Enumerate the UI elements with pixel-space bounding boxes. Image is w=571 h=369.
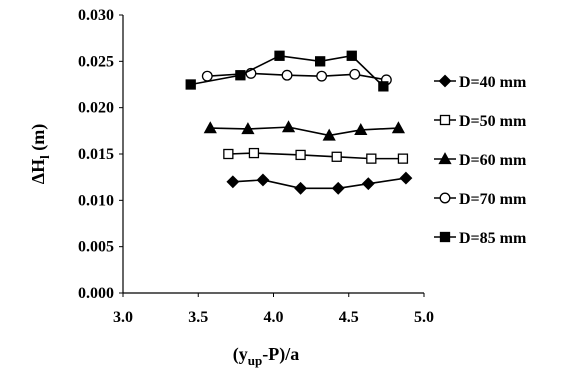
legend-marker: [439, 114, 451, 126]
data-point: [316, 70, 328, 82]
legend-label: D=40 mm: [459, 74, 527, 91]
data-point: [248, 147, 260, 159]
legend-marker: [438, 74, 452, 88]
data-point: [235, 70, 246, 81]
data-point: [295, 149, 306, 161]
data-point: [241, 122, 255, 135]
legend-item: D=70 mm: [434, 191, 527, 208]
legend-item: D=85 mm: [434, 230, 527, 247]
data-point: [361, 177, 375, 191]
data-point: [397, 153, 409, 164]
data-point: [378, 81, 389, 92]
x-tick-label: 5.0: [414, 309, 434, 326]
series-layer: [185, 50, 413, 195]
data-point: [223, 148, 234, 160]
data-point: [349, 68, 361, 80]
data-point: [346, 50, 357, 61]
y-tick-label: 0.015: [78, 146, 114, 163]
data-point: [281, 120, 296, 133]
y-tick-label: 0.000: [78, 285, 114, 302]
series-1: [223, 147, 409, 164]
y-tick-label: 0.030: [78, 7, 114, 24]
y-axis-ticks: 0.000 0.005 0.010 0.015 0.020 0.025 0.030: [78, 7, 123, 302]
data-point: [203, 121, 217, 134]
data-point: [331, 151, 342, 162]
x-tick-label: 3.5: [188, 309, 208, 326]
legend-label: D=70 mm: [459, 191, 527, 208]
y-tick-label: 0.010: [78, 192, 114, 209]
legend-item: D=40 mm: [434, 74, 527, 91]
x-tick-label: 4.5: [339, 309, 359, 326]
x-tick-label: 4.0: [264, 309, 284, 326]
series-line: [190, 54, 384, 87]
series-line: [210, 126, 399, 137]
legend-marker: [439, 192, 451, 204]
legend-label: D=60 mm: [459, 152, 527, 169]
y-tick-label: 0.020: [78, 100, 114, 117]
x-axis-ticks: 3.0 3.5 4.0 4.5 5.0: [113, 293, 434, 326]
data-point: [294, 181, 308, 195]
y-axis-title: ΔHl (m): [28, 124, 52, 184]
series-4: [185, 50, 389, 92]
data-point: [315, 56, 326, 67]
legend-marker: [439, 231, 451, 243]
x-axis-title: (yup-P)/a: [233, 344, 299, 368]
legend: D=40 mm D=50 mm D=60 mm D=70 mm D=85 mm: [434, 74, 527, 247]
data-point: [322, 128, 336, 141]
data-point: [274, 50, 285, 61]
x-tick-label: 3.0: [113, 309, 133, 326]
legend-item: D=60 mm: [434, 152, 527, 169]
data-point: [201, 70, 213, 82]
series-2: [203, 120, 406, 141]
data-point: [185, 79, 196, 90]
data-point: [391, 121, 406, 134]
y-tick-label: 0.005: [78, 239, 114, 256]
y-tick-label: 0.025: [78, 53, 114, 70]
data-point: [366, 153, 377, 164]
legend-label: D=50 mm: [459, 113, 527, 130]
data-point: [226, 175, 240, 189]
data-point: [354, 123, 368, 136]
data-point: [256, 173, 270, 187]
data-point: [281, 69, 293, 81]
series-0: [226, 171, 413, 195]
data-point: [399, 171, 413, 185]
legend-label: D=85 mm: [459, 230, 527, 247]
legend-marker: [438, 152, 452, 165]
data-point: [331, 181, 345, 195]
legend-item: D=50 mm: [434, 113, 527, 130]
